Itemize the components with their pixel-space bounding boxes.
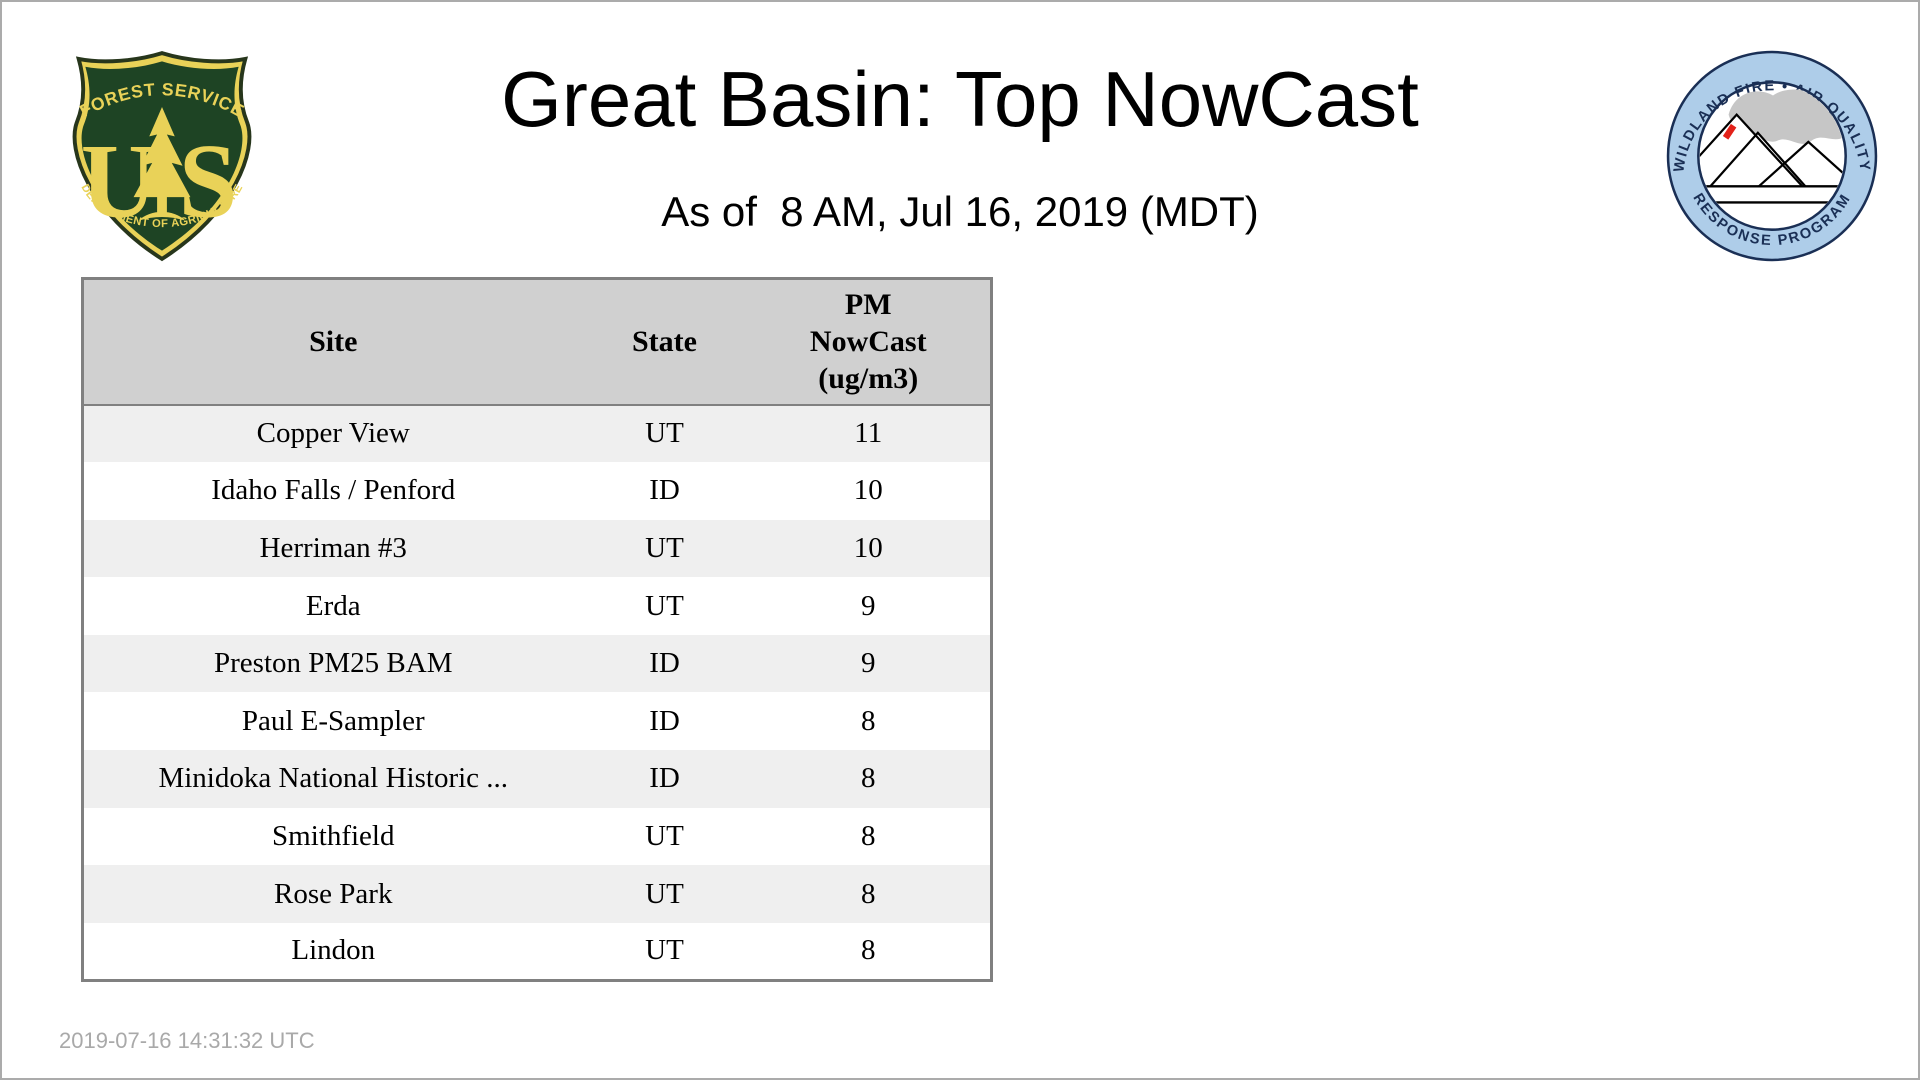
site-cell: Lindon: [291, 934, 376, 967]
table-row: Erda UT 9: [82, 577, 992, 635]
state-cell: UT: [645, 589, 684, 622]
site-cell: Copper View: [256, 417, 410, 450]
pm-cell: 10: [853, 474, 883, 507]
pm-cell: 8: [861, 762, 876, 795]
table-row: Minidoka National Historic ... ID 8: [82, 750, 992, 808]
page-subtitle: As of 8 AM, Jul 16, 2019 (MDT): [661, 188, 1259, 235]
table-row: Lindon UT 8: [82, 922, 992, 981]
state-cell: UT: [645, 531, 684, 564]
site-cell: Minidoka National Historic ...: [158, 762, 509, 795]
site-cell: Smithfield: [272, 819, 395, 852]
pm-header-line-1: PM: [844, 288, 892, 322]
table-header-row: Site State PM NowCast (ug/m3): [82, 278, 992, 405]
site-cell: Herriman #3: [259, 531, 407, 564]
pm-nowcast-column-header: PM NowCast (ug/m3): [747, 279, 992, 405]
pm-cell: 9: [861, 647, 876, 680]
table-row: Smithfield UT 8: [82, 807, 992, 866]
shield-letter-s: S: [179, 123, 238, 240]
pm-header-line-2: NowCast: [809, 325, 927, 359]
state-cell: ID: [649, 762, 680, 795]
table-row: Copper View UT 11: [82, 404, 992, 463]
table-row: Preston PM25 BAM ID 9: [82, 634, 992, 693]
smoke-cloud-icon: [1728, 86, 1845, 144]
site-cell: Preston PM25 BAM: [214, 647, 453, 680]
site-cell: Idaho Falls / Penford: [211, 474, 456, 507]
state-cell: UT: [645, 819, 684, 852]
wildland-fire-air-quality-logo: WILDLAND FIRE • AIR QUALITY RESPONSE PRO…: [1666, 50, 1878, 262]
table-row: Paul E-Sampler ID 8: [82, 692, 992, 751]
fire-mark-icon: [1722, 123, 1737, 140]
nowcast-table: Site State PM NowCast (ug/m3) Copper Vie…: [81, 277, 993, 982]
state-cell: ID: [649, 474, 680, 507]
pm-cell: 11: [854, 417, 883, 450]
state-column-header: State: [632, 325, 697, 359]
table-row: Herriman #3 UT 10: [82, 519, 992, 578]
forest-service-logo: FOREST SERVICE U S DEPARTMENT OF AGRICUL…: [72, 51, 252, 262]
pm-cell: 9: [861, 589, 876, 622]
state-cell: UT: [645, 417, 684, 450]
page-title: Great Basin: Top NowCast: [501, 55, 1419, 143]
state-cell: ID: [649, 704, 680, 737]
pm-cell: 8: [861, 877, 876, 910]
pine-tree-icon: [133, 107, 191, 221]
site-cell: Erda: [305, 589, 361, 622]
generation-timestamp: 2019-07-16 14:31:32 UTC: [59, 1028, 315, 1053]
mountains-icon: [1699, 112, 1845, 188]
table-row: Idaho Falls / Penford ID 10: [82, 462, 992, 520]
site-column-header: Site: [309, 325, 358, 359]
pm-header-line-3: (ug/m3): [818, 362, 919, 396]
state-cell: UT: [645, 934, 684, 967]
pm-cell: 8: [861, 819, 876, 852]
pm-cell: 10: [853, 531, 883, 564]
site-cell: Paul E-Sampler: [241, 704, 425, 737]
pm-cell: 8: [861, 704, 876, 737]
table-row: Rose Park UT 8: [82, 865, 992, 923]
state-cell: ID: [649, 647, 680, 680]
site-cell: Rose Park: [274, 877, 393, 910]
state-cell: UT: [645, 877, 684, 910]
pm-cell: 8: [861, 934, 876, 967]
